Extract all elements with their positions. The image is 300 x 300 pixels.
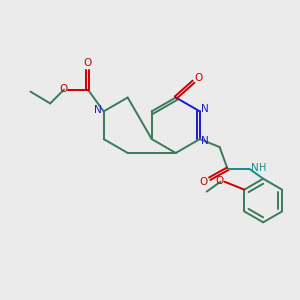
Text: O: O [215, 176, 224, 186]
Text: O: O [200, 177, 208, 187]
Text: O: O [84, 58, 92, 68]
Text: N: N [201, 104, 208, 114]
Text: N: N [251, 163, 259, 173]
Text: H: H [259, 163, 266, 173]
Text: O: O [59, 84, 67, 94]
Text: O: O [194, 73, 203, 83]
Text: N: N [94, 105, 102, 116]
Text: N: N [201, 136, 208, 146]
